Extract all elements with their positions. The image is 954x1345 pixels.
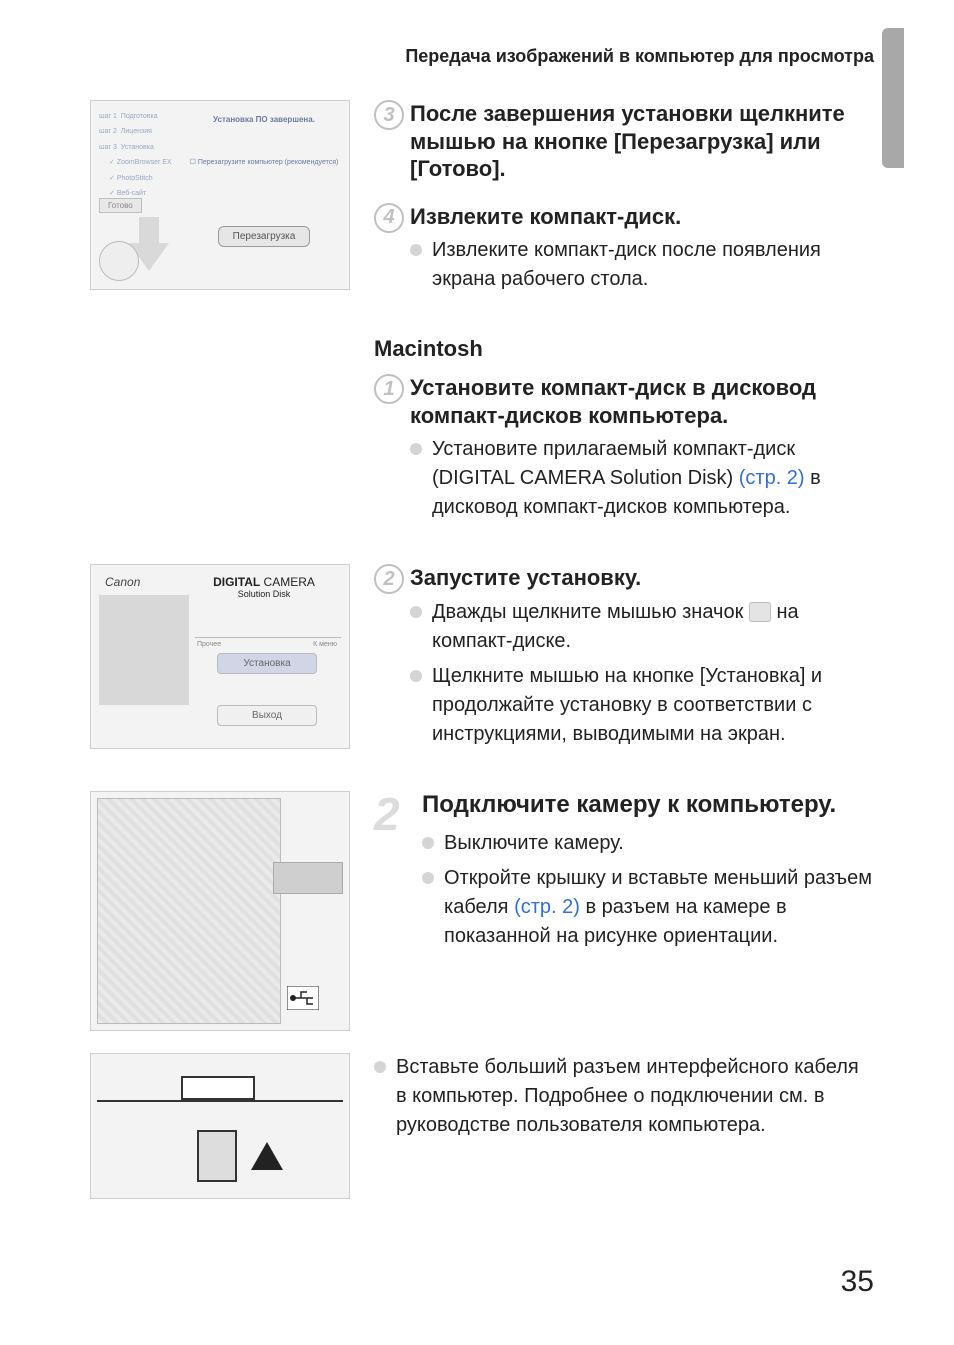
mac-step-2-number: 2 [374,564,404,594]
step-4-bullet: Извлеките компакт-диск после появления э… [410,236,874,294]
mac-step-1-number: 1 [374,374,404,404]
sample-photo [99,595,189,705]
usb-symbol-icon [287,986,319,1010]
disk-subtitle: Solution Disk [189,589,339,599]
page-content: шаг 1 Подготовка шаг 2 Лицензия шаг 3 Ус… [90,100,874,1221]
connect-bullet-2: Откройте крышку и вставьте меньший разъе… [422,864,874,951]
connect-bullet-1: Выключите камеру. [422,829,874,858]
usb-cable-icon [273,862,343,894]
brand-label: Canon [105,575,140,589]
mac-step-2-bullet-2: Щелкните мышью на кнопке [Установка] и п… [410,662,874,749]
page-number: 35 [841,1265,874,1299]
side-tab [882,28,904,168]
step-3-number: 3 [374,100,404,130]
usb-port-illustration [90,1053,350,1199]
connect-bullet-3: Вставьте больший разъем интерфейсного ка… [374,1053,874,1140]
page-ref-link[interactable]: (стр. 2) [739,467,805,489]
camera-connection-illustration [90,791,350,1031]
mac-step-1-title: Установите компакт-диск в дисковод компа… [410,374,874,429]
install-button[interactable]: Установка [217,653,317,674]
installer-screenshot: шаг 1 Подготовка шаг 2 Лицензия шаг 3 Ус… [90,100,350,290]
header-title: Передача изображений в компьютер для про… [405,46,874,66]
mac-step-1-bullet: Установите прилагаемый компакт-диск (DIG… [410,435,874,522]
up-arrow-icon [251,1142,283,1170]
usb-port-icon [181,1076,255,1100]
step-3-title: После завершения установки щелкните мышь… [410,100,874,183]
mac-step-2-title: Запустите установку. [410,564,874,592]
installer-icon [749,602,771,622]
reboot-button[interactable]: Перезагрузка [218,226,311,247]
big-step-2-number: 2 [374,787,418,831]
done-step-label: Готово [99,198,142,213]
usb-plug-icon [197,1130,237,1182]
mac-step-2-bullet-1: Дважды щелкните мышью значок на компакт-… [410,598,874,656]
install-status: Установка ПО завершена. [187,115,341,124]
macintosh-heading: Macintosh [374,336,874,362]
disk-title: DIGITAL CAMERA [189,575,339,589]
page-header: Передача изображений в компьютер для про… [0,46,874,67]
install-checkbox: ☐ Перезагрузите компьютер (рекомендуется… [187,158,341,166]
step-4-number: 4 [374,203,404,233]
disc-icon [99,241,139,281]
mac-installer-screenshot: Canon DIGITAL CAMERA Solution Disk Проче… [90,564,350,749]
connect-title: Подключите камеру к компьютеру. [422,791,874,819]
exit-button[interactable]: Выход [217,705,317,726]
step-4-title: Извлеките компакт-диск. [410,203,874,231]
page-ref-link-2[interactable]: (стр. 2) [514,896,580,918]
